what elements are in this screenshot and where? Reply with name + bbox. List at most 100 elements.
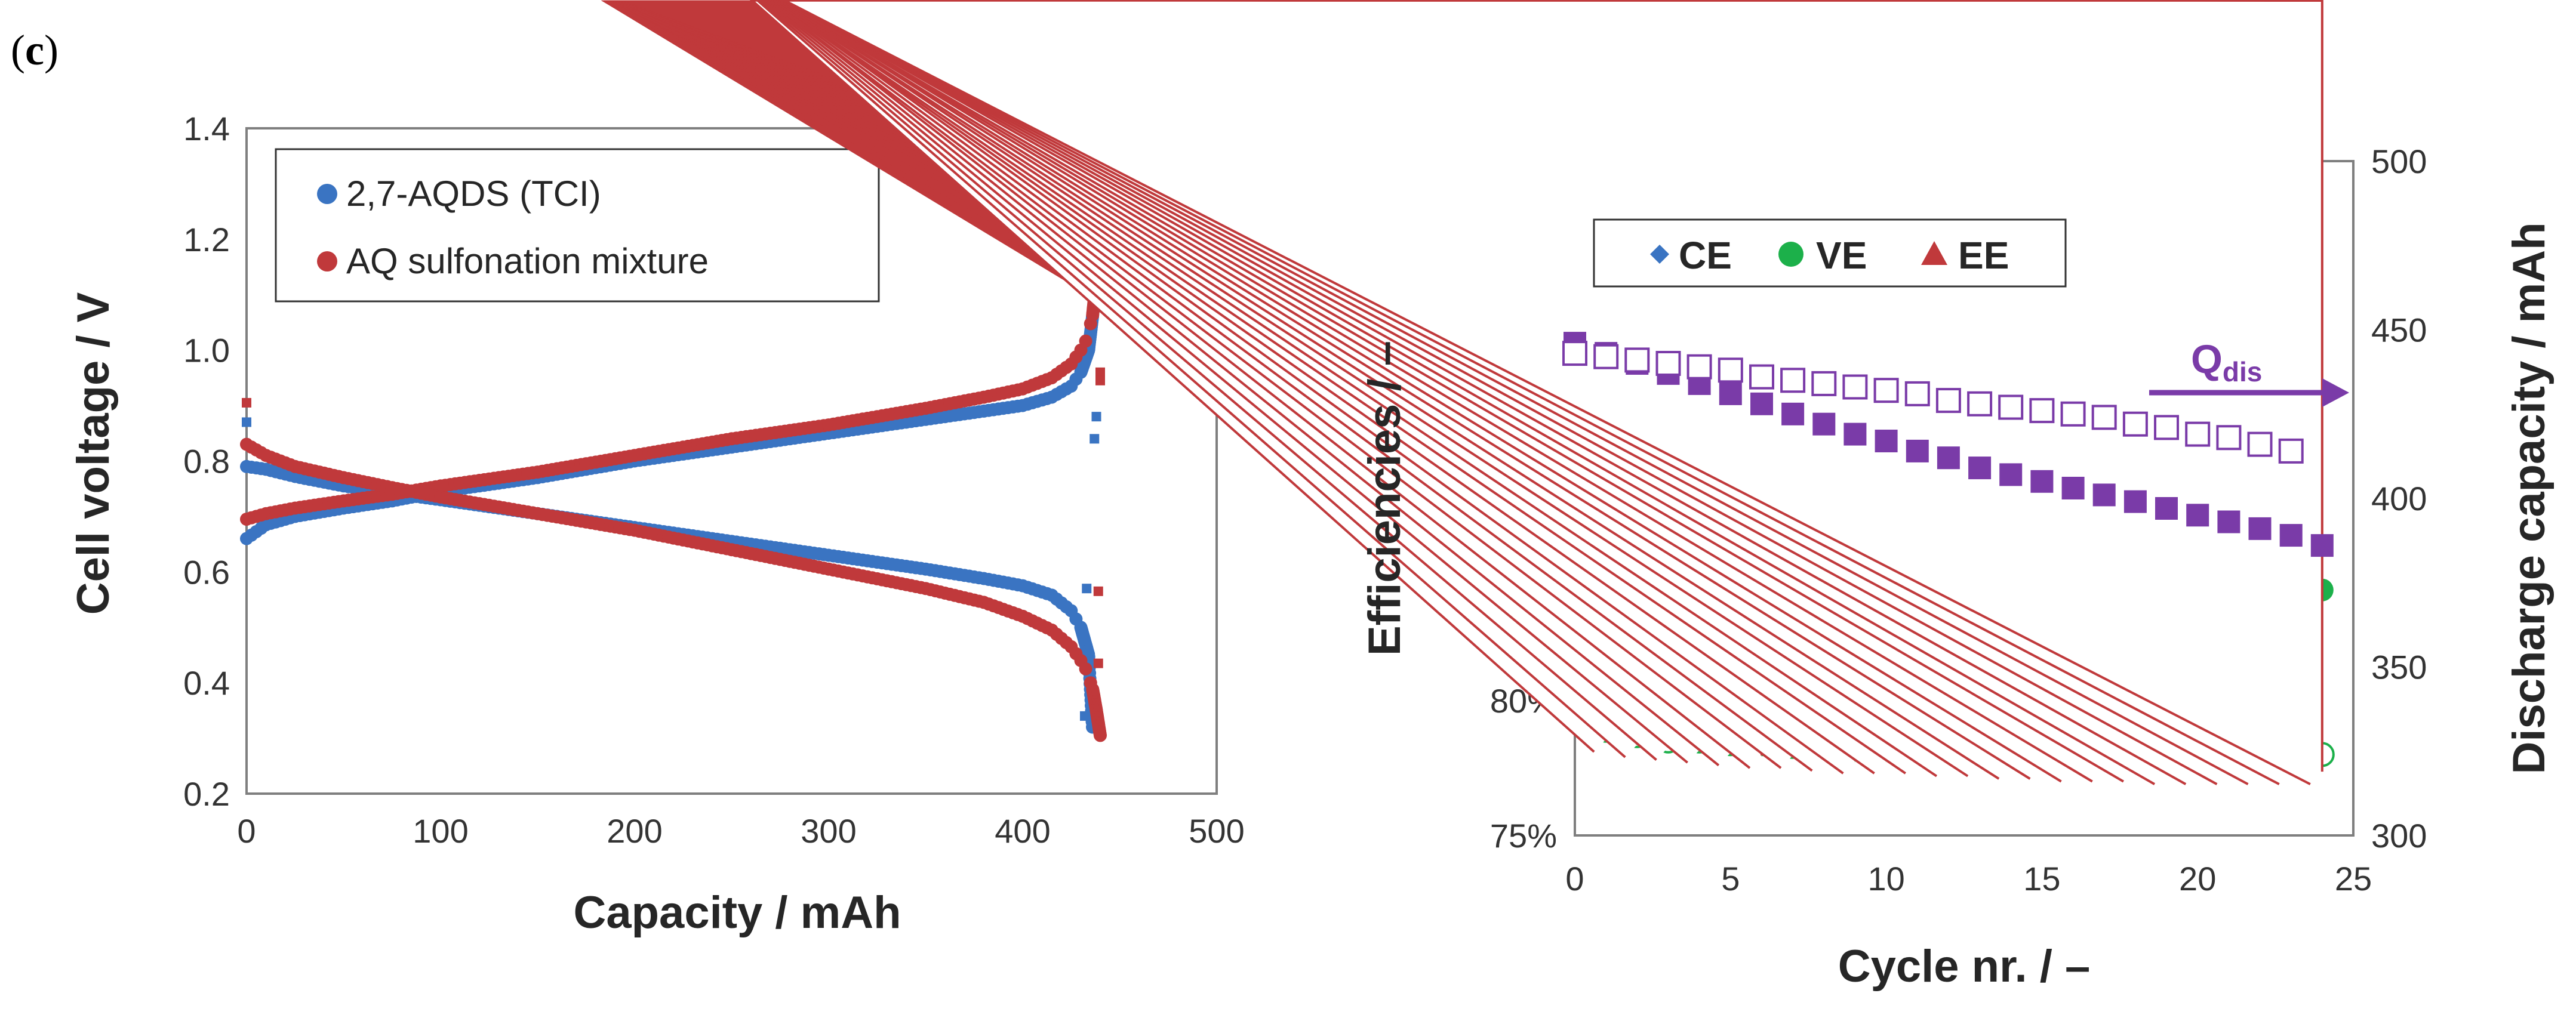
x-tick-labels-d: 0 5 10 15 20 25: [1565, 860, 2372, 897]
x-tick-d-3: 15: [2023, 860, 2060, 897]
cycle-point-qdisopen-2: [1624, 347, 1650, 373]
cycle-point-qdis-18: [2123, 490, 2147, 513]
y-axis-title-d: Efficiencies / –: [1359, 341, 1410, 656]
cycle-point-qdisopen-17: [2091, 405, 2117, 430]
voltage-outlier-8: [1082, 584, 1092, 594]
legend-marker-ve: [1778, 242, 1803, 267]
y-axis-title-c: Cell voltage / V: [68, 292, 119, 615]
x-tick-d-1: 5: [1721, 860, 1740, 897]
x-tick-c-3: 300: [801, 812, 856, 850]
y2-tick-labels-d: 300 350 400 450 500: [2371, 143, 2427, 855]
cycle-point-qdis-21: [2217, 510, 2240, 533]
cycle-point-qdisopen-1: [1593, 344, 1619, 369]
voltage-outlier-9: [1080, 711, 1090, 721]
cycle-point-qdisopen-3: [1655, 351, 1681, 376]
legend-label-aqds: 2,7-AQDS (TCI): [346, 174, 601, 214]
cycle-point-qdis-17: [2092, 483, 2116, 507]
y2-tick-d-4: 500: [2371, 143, 2427, 180]
x-axis-title-d: Cycle nr. / –: [1838, 941, 2090, 992]
legend-label-ee: EE: [1958, 234, 2009, 277]
legend-label-ve: VE: [1816, 234, 1867, 277]
cycle-point-eeopen-24: [784, 0, 2323, 785]
legend-d: CE VE EE: [1593, 218, 2067, 288]
cycle-point-qdisopen-20: [2185, 421, 2211, 447]
x-tick-c-2: 200: [607, 812, 662, 850]
cycle-point-qdisopen-18: [2122, 411, 2148, 437]
x-tick-c-0: 0: [237, 812, 256, 850]
x-tick-c-5: 500: [1189, 812, 1244, 850]
y-tick-c-2: 0.6: [183, 553, 230, 591]
y-tick-labels-c: 0.2 0.4 0.6 0.8 1.0 1.2 1.4: [183, 110, 230, 813]
y2-axis-title-d: Discharge capacity / mAh: [2504, 222, 2555, 774]
cycle-point-qdisopen-15: [2029, 398, 2055, 424]
x-tick-d-4: 20: [2179, 860, 2216, 897]
y-tick-d-0: 75%: [1490, 817, 1557, 855]
y-tick-c-5: 1.2: [183, 221, 230, 258]
cycle-point-qdis-8: [1812, 412, 1836, 436]
cycle-point-qdisopen-11: [1904, 381, 1930, 406]
cycle-point-qdis-19: [2155, 497, 2178, 520]
panel-d: (d) 75%80%85%90%95%100% 300350400450500 …: [601, 0, 2555, 992]
voltage-point-s2-173: [1079, 334, 1092, 348]
cycle-point-qdis-20: [2186, 504, 2209, 527]
y2-tick-d-0: 300: [2371, 817, 2427, 855]
qdis-arrow-label: Qdis: [2191, 337, 2262, 387]
cycle-point-qdisopen-19: [2154, 415, 2179, 440]
legend-marker-blue: [317, 184, 337, 204]
cycle-point-qdis-9: [1843, 422, 1867, 446]
x-tick-d-5: 25: [2335, 860, 2372, 897]
y-tick-c-3: 0.8: [183, 443, 230, 480]
y-tick-c-4: 1.0: [183, 332, 230, 369]
cycle-point-qdis-12: [1937, 446, 1960, 470]
cycle-point-qdis-11: [1906, 439, 1929, 462]
voltage-outlier-3: [1090, 434, 1100, 444]
cycle-point-qdis-14: [1999, 463, 2023, 486]
panel-c-label: (c): [11, 26, 59, 74]
cycle-point-qdisopen-21: [2216, 425, 2242, 451]
y2-tick-d-2: 400: [2371, 480, 2427, 517]
y-tick-c-1: 0.4: [183, 664, 230, 702]
y2-tick-d-3: 450: [2371, 311, 2427, 349]
cycle-point-qdisopen-0: [1562, 341, 1587, 366]
qdis-arrow: Qdis: [2149, 337, 2349, 407]
y-tick-c-6: 1.4: [183, 110, 230, 147]
legend-box-d: [1593, 218, 2067, 288]
cycle-point-qdis-5: [1719, 382, 1742, 405]
data-points-c: [240, 183, 1107, 742]
cycle-point-qdis-24: [2310, 534, 2334, 557]
cycle-point-qdisopen-6: [1749, 364, 1774, 390]
voltage-point-s3-214: [1094, 729, 1107, 742]
legend-marker-ce: [1650, 245, 1669, 264]
cycle-point-qdis-15: [2030, 470, 2054, 493]
cycle-point-qdis-6: [1750, 392, 1773, 415]
x-tick-c-1: 100: [413, 812, 468, 850]
legend-c: 2,7-AQDS (TCI) AQ sulfonation mixture: [275, 148, 880, 303]
cycle-point-qdisopen-7: [1780, 368, 1806, 393]
voltage-outlier-6: [1093, 586, 1103, 596]
cycle-point-qdis-23: [2279, 524, 2303, 547]
legend-label-mixture: AQ sulfonation mixture: [346, 241, 709, 281]
cycle-point-qdisopen-5: [1718, 357, 1743, 383]
cycle-point-qdisopen-13: [1967, 391, 1993, 417]
x-tick-c-4: 400: [995, 812, 1050, 850]
cycle-point-qdis-22: [2248, 517, 2272, 540]
x-tick-d-2: 10: [1867, 860, 1904, 897]
voltage-outlier-5: [1095, 375, 1105, 385]
cycle-point-qdisopen-12: [1935, 388, 1961, 414]
cycle-point-qdis-13: [1968, 456, 1992, 480]
voltage-outlier-4: [1095, 367, 1105, 377]
x-tick-labels-c: 0 100 200 300 400 500: [237, 812, 1244, 850]
cycle-point-qdis-10: [1875, 430, 1898, 452]
data-points-d: [601, 0, 2335, 785]
cycle-point-qdis-16: [2061, 477, 2085, 499]
cycle-point-qdis-7: [1781, 402, 1805, 425]
voltage-outlier-0: [242, 397, 251, 408]
panel-c: (c) 0.2 0.4 0.6 0.8 1.0 1.2 1.4 0 100 200 300 400 5…: [11, 26, 1245, 938]
cycle-point-qdisopen-8: [1811, 371, 1837, 396]
legend-marker-ee: [1921, 241, 1947, 265]
cycle-point-qdisopen-4: [1686, 354, 1712, 380]
qdis-arrow-head: [2322, 378, 2349, 407]
legend-label-ce: CE: [1679, 234, 1732, 277]
cycle-point-qdisopen-14: [1998, 394, 2024, 420]
